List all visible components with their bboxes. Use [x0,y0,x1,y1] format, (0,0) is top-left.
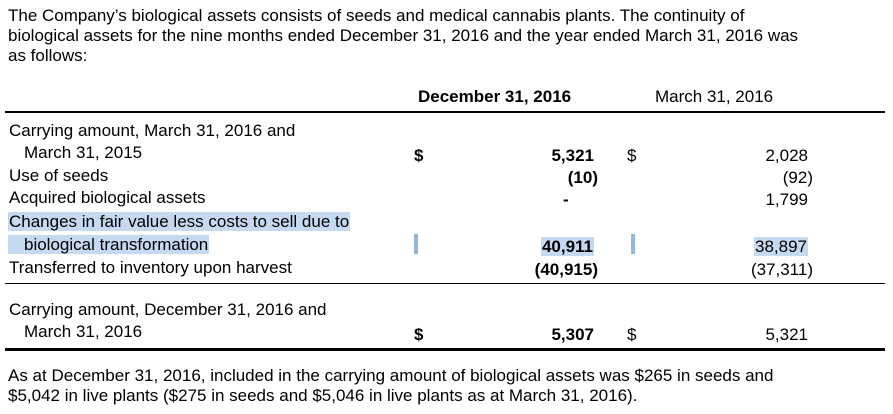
header-rule [5,111,885,113]
value-fair-value-dec: 40,911 [480,236,594,258]
value-opening-dec: 5,321 [551,146,594,165]
intro-line-1: The Company’s biological assets consists… [8,6,745,25]
fair-value-dec-text: 40,911 [540,237,594,256]
footer-line-2: $5,042 in live plants ($275 in seeds and… [8,386,638,405]
row-label-fair-value-2: biological transformation [8,234,210,256]
column-header-december: December 31, 2016 [418,87,572,106]
subtotal-rule [5,283,885,284]
intro-line-2: biological assets for the nine months en… [8,26,799,45]
row-label-fair-value-1: Changes in fair value less costs to sell… [8,211,351,233]
row-label-use-of-seeds: Use of seeds [9,166,109,185]
fair-value-label-line-1: Changes in fair value less costs to sell… [8,212,351,231]
value-acquired-mar: 1,799 [765,190,808,209]
selection-marker-mar-currency [631,234,635,254]
currency-symbol-mar: $ [627,146,637,165]
currency-symbol-closing-mar: $ [627,325,637,344]
row-label-closing-2: March 31, 2016 [24,322,143,341]
value-closing-mar: 5,321 [765,325,808,344]
row-label-closing-1: Carrying amount, December 31, 2016 and [9,300,327,319]
footer-line-1: As at December 31, 2016, included in the… [8,366,774,385]
column-header-march: March 31, 2016 [655,87,774,106]
row-label-acquired: Acquired biological assets [9,188,206,207]
value-closing-dec: 5,307 [551,325,594,344]
value-use-of-seeds-mar: (92) [782,168,813,187]
selection-marker-dec-currency [414,234,418,254]
value-transferred-mar: (37,311) [750,260,813,279]
value-transferred-dec: (40,915) [534,260,598,279]
total-rule [5,348,885,351]
value-use-of-seeds-dec: (10) [567,168,598,187]
currency-symbol-dec: $ [414,146,424,165]
fair-value-mar-text: 38,897 [754,237,808,256]
intro-line-3: as follows: [8,46,88,65]
value-acquired-dec: - [563,190,569,209]
row-label-transferred: Transferred to inventory upon harvest [9,258,292,277]
fair-value-label-line-2: biological transformation [8,235,210,254]
currency-symbol-closing-dec: $ [414,325,424,344]
row-label-opening-2: March 31, 2015 [24,143,143,162]
value-opening-mar: 2,028 [765,146,808,165]
value-fair-value-mar: 38,897 [700,236,808,258]
row-label-opening-1: Carrying amount, March 31, 2016 and [9,121,296,140]
